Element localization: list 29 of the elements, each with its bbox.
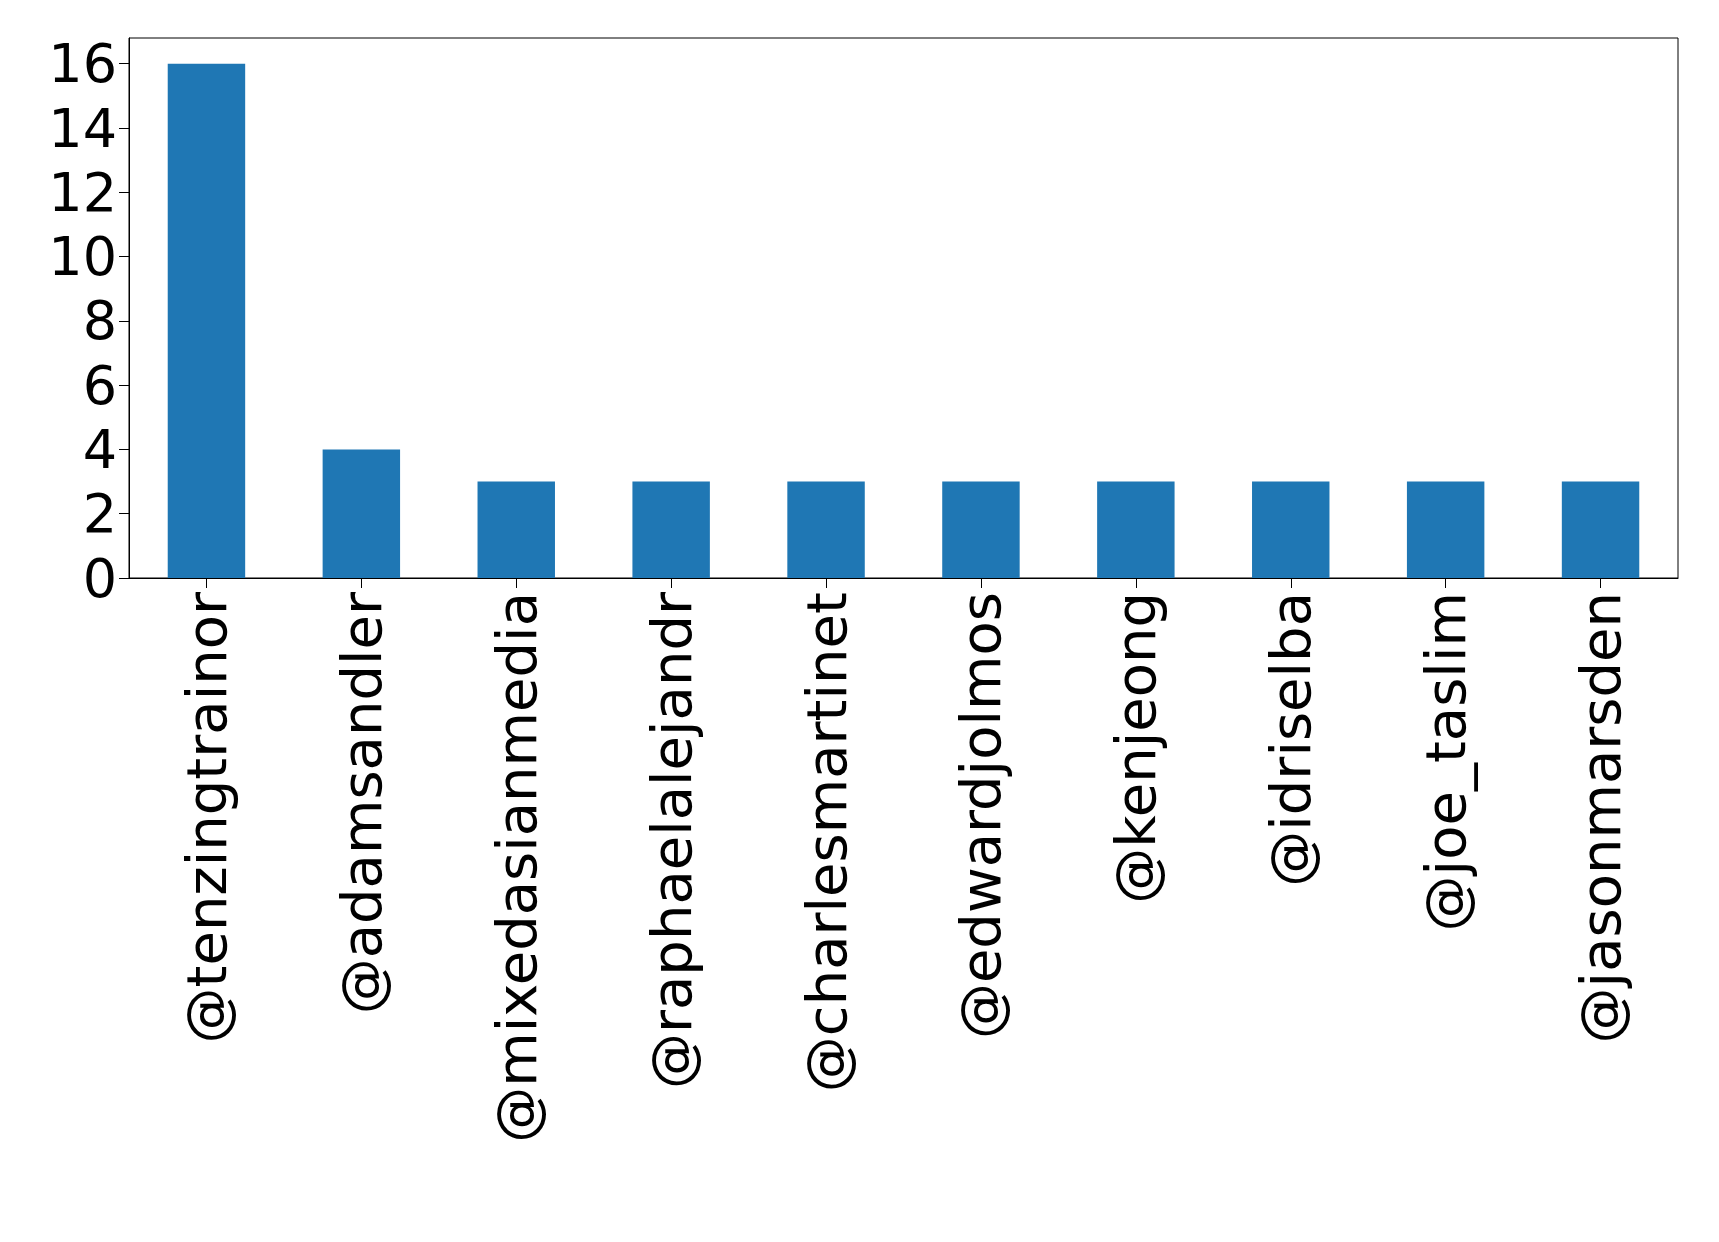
- x-tick-label: @kenjeong: [1103, 592, 1169, 904]
- bar: [1406, 481, 1485, 578]
- bar: [1097, 481, 1175, 578]
- y-tick-label: 16: [48, 32, 117, 96]
- bar: [787, 481, 865, 578]
- x-tick-label: @adamsandler: [328, 591, 394, 1015]
- y-tick-label: 2: [82, 482, 117, 546]
- y-tick-label: 10: [48, 225, 117, 289]
- y-tick-label: 14: [48, 96, 117, 160]
- x-tick-label: @raphaelalejandr: [638, 591, 704, 1089]
- y-tick-label: 4: [82, 417, 117, 481]
- bar: [632, 481, 710, 578]
- y-tick-label: 0: [82, 546, 117, 610]
- x-tick-label: @edwardjolmos: [948, 592, 1014, 1040]
- x-tick-label: @charlesmartinet: [793, 592, 859, 1093]
- x-tick-label: @jasonmarsden: [1568, 592, 1634, 1044]
- bar: [1561, 481, 1640, 578]
- x-tick-label: @tenzingtrainor: [173, 591, 239, 1044]
- x-tick-label: @mixedasianmedia: [483, 592, 549, 1143]
- y-tick-label: 6: [82, 353, 117, 417]
- x-tick-label: @idriselba: [1258, 592, 1324, 887]
- x-tick-label: @joe_taslim: [1413, 592, 1479, 932]
- bar: [942, 481, 1020, 578]
- y-tick-label: 8: [82, 289, 117, 353]
- bar: [1252, 481, 1330, 578]
- bar: [322, 449, 401, 578]
- y-tick-label: 12: [48, 160, 117, 224]
- bar: [167, 63, 246, 578]
- bar: [477, 481, 555, 578]
